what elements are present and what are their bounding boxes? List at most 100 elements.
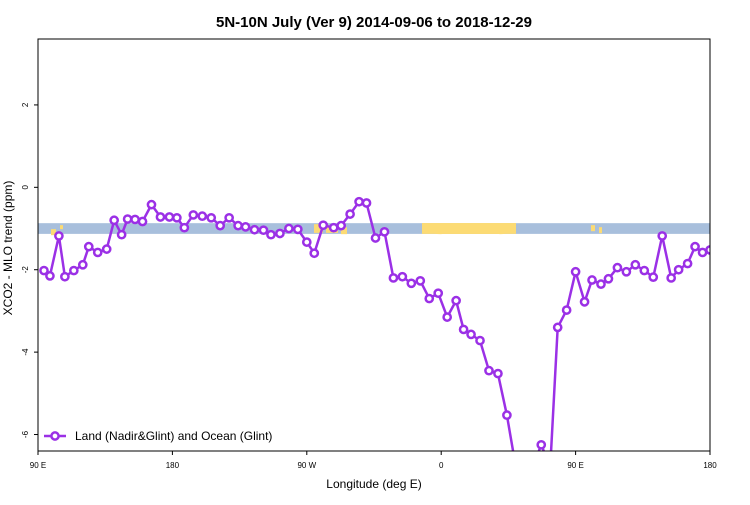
x-tick-label: 90 E [567, 461, 583, 470]
data-point [130, 214, 140, 225]
data-point [705, 245, 710, 255]
data-point [379, 226, 390, 237]
data-point [146, 199, 157, 210]
data-point [596, 279, 606, 289]
data-point [301, 237, 312, 247]
data-point [137, 216, 148, 227]
data-point [388, 273, 399, 283]
land-patch [341, 227, 347, 235]
legend: Land (Nadir&Glint) and Ocean (Glint) [44, 429, 272, 443]
data-point [370, 233, 381, 243]
data-point [54, 231, 64, 241]
data-point [101, 244, 112, 254]
data-point [172, 212, 182, 223]
data-point [484, 365, 494, 376]
data-point [249, 224, 260, 235]
data-point [612, 262, 623, 273]
x-tick-label: 90 W [297, 461, 316, 470]
data-point [233, 220, 243, 231]
data-point [354, 196, 364, 207]
data-point [406, 278, 417, 289]
data-point [648, 272, 659, 282]
land-patch [591, 225, 595, 232]
data-point [275, 228, 285, 239]
data-point [579, 297, 590, 307]
x-tick-label: 180 [703, 461, 717, 470]
data-point [318, 220, 329, 231]
land-patch [599, 227, 602, 234]
data-point [266, 229, 276, 240]
land-patch [51, 229, 56, 236]
data-point [45, 271, 55, 281]
data-point [424, 293, 435, 304]
data-point [666, 273, 677, 283]
data-point [673, 264, 684, 275]
data-point [697, 247, 708, 258]
data-point [639, 265, 650, 276]
series-layer [39, 196, 710, 451]
data-point [682, 258, 693, 269]
data-point [570, 266, 581, 277]
data-point [240, 222, 251, 232]
data-point [188, 210, 199, 220]
data-point [197, 211, 208, 222]
data-point [442, 312, 453, 322]
legend-label: Land (Nadir&Glint) and Ocean (Glint) [75, 429, 272, 443]
data-point [603, 273, 614, 284]
y-tick-label: 2 [21, 102, 30, 107]
data-point [458, 324, 469, 335]
legend-marker-swatch [50, 431, 60, 441]
data-point [690, 241, 700, 252]
data-point [83, 241, 94, 252]
data-point [215, 220, 226, 231]
data-point [164, 212, 175, 222]
land-patch [60, 225, 63, 230]
data-point [433, 288, 444, 299]
data-point [116, 229, 127, 240]
data-point [415, 275, 426, 286]
data-point [345, 209, 355, 219]
y-tick-label: -2 [21, 266, 30, 274]
data-point [224, 212, 234, 223]
data-point [60, 271, 70, 282]
x-tick-label: 90 E [30, 461, 46, 470]
data-point [657, 231, 668, 241]
data-point [536, 439, 547, 450]
data-point [397, 271, 408, 282]
chart-title: 5N-10N July (Ver 9) 2014-09-06 to 2018-1… [216, 14, 532, 31]
data-point [109, 215, 120, 226]
land-patch [422, 223, 516, 235]
data-point [502, 410, 512, 421]
data-point [621, 266, 632, 277]
data-point [451, 295, 461, 306]
data-point [587, 275, 597, 285]
data-point [258, 225, 269, 236]
data-point [292, 224, 303, 235]
data-point [475, 335, 485, 346]
y-tick-label: 0 [21, 185, 30, 190]
x-tick-label: 180 [166, 461, 180, 470]
data-point [39, 265, 49, 276]
data-point [284, 223, 294, 234]
data-point [155, 212, 166, 222]
data-point [77, 259, 88, 270]
plot-frame [37, 38, 711, 452]
y-tick-label: -6 [21, 430, 30, 438]
data-point [328, 222, 339, 233]
data-point [309, 248, 320, 259]
data-point [92, 247, 103, 258]
axes: 90 E 180 90 W 0 90 E 180 2 0 -2 -4 -6 [21, 102, 717, 470]
data-point [630, 259, 641, 270]
data-point [206, 212, 217, 223]
data-point [336, 220, 346, 231]
data-point [179, 222, 190, 233]
data-point [493, 368, 503, 379]
data-point [466, 329, 476, 340]
data-point [122, 214, 133, 224]
x-axis-label: Longitude (deg E) [326, 477, 421, 491]
y-tick-label: -4 [21, 348, 30, 356]
data-point [561, 305, 572, 315]
data-point [68, 265, 79, 276]
